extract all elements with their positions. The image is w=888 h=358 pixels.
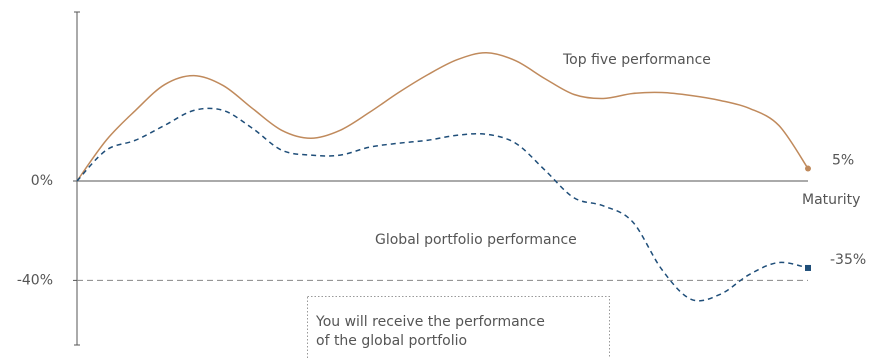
y-tick-label: -40% [17, 272, 53, 288]
value-label: 5% [832, 153, 854, 169]
series-label: Top five performance [562, 52, 711, 68]
series-line [76, 107, 809, 302]
series-line [76, 52, 809, 182]
y-tick-label: 0% [31, 173, 53, 189]
annotation-box [307, 296, 610, 358]
end-marker [805, 264, 811, 271]
value-label: -35% [830, 252, 866, 268]
x-axis-label: Maturity [802, 192, 860, 208]
end-marker [805, 165, 811, 172]
annotation-text: of the global portfolio [316, 333, 467, 349]
series-label: Global portfolio performance [375, 232, 577, 248]
annotation-text: You will receive the performance [315, 314, 545, 330]
